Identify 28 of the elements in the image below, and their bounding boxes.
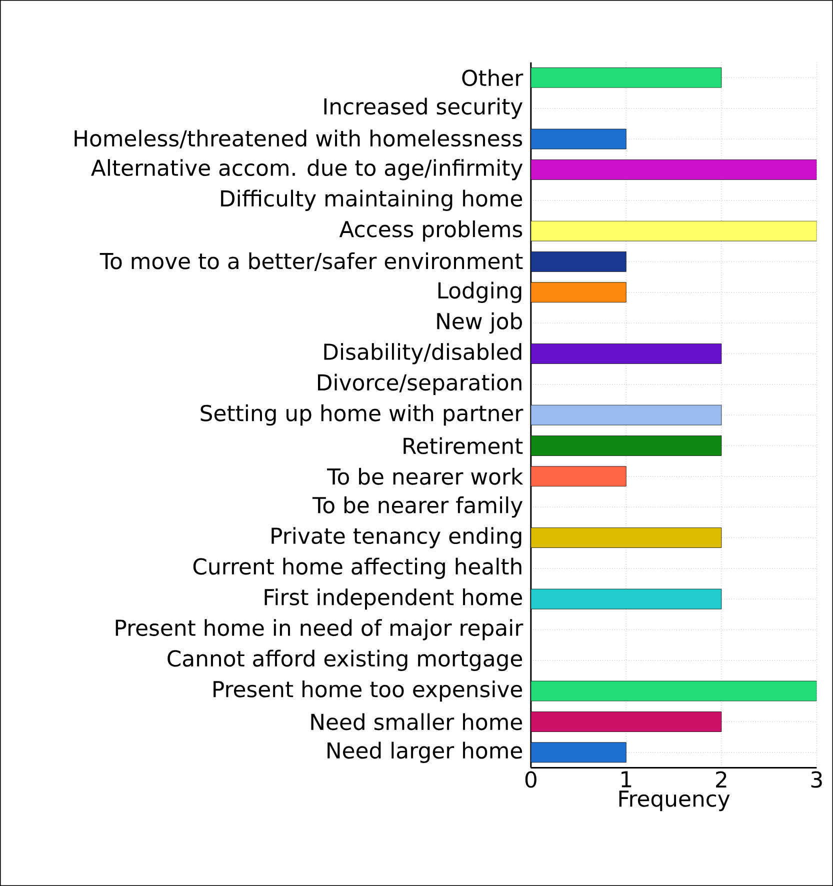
y-tick-label: To be nearer family xyxy=(312,496,522,518)
y-tick-label: Present home in need of major repair xyxy=(116,619,524,640)
y-tick-label: Private tenancy ending xyxy=(272,527,522,548)
y-tick-label: Current home affecting health xyxy=(193,558,522,579)
y-tick-label: Other xyxy=(462,69,524,86)
x-tick-label: 2 xyxy=(716,771,726,788)
y-tick-label: Homeless/threatened with homelessness xyxy=(74,130,522,148)
y-tick-label: Access problems xyxy=(339,220,522,242)
y-tick-label: Need smaller home xyxy=(311,713,522,730)
x-tick-label: 3 xyxy=(811,771,822,788)
y-tick-label: To be nearer work xyxy=(327,468,524,485)
y-tick-label: Cannot afford existing mortgage xyxy=(168,650,522,671)
x-tick-label: 0 xyxy=(525,771,536,788)
y-tick-label: Need larger home xyxy=(328,742,522,763)
y-tick-label: Increased security xyxy=(324,98,522,119)
x-tick-label: 1 xyxy=(622,771,632,788)
y-tick-label: Disability/disabled xyxy=(324,343,522,364)
x-axis-title: Frequency xyxy=(619,790,730,812)
y-tick-label: Difficulty maintaining home xyxy=(221,190,522,211)
y-tick-label: First independent home xyxy=(264,588,522,610)
y-tick-label: Lodging xyxy=(438,282,522,303)
y-tick-label: Retirement xyxy=(404,437,523,454)
y-tick-label: To move to a better/safer environment xyxy=(100,252,523,272)
y-tick-label: Alternative accom. due to age/infirmity xyxy=(91,159,523,180)
y-tick-label: Divorce/separation xyxy=(318,374,522,395)
y-tick-label: Present home too expensive xyxy=(214,680,522,702)
y-tick-label: New job xyxy=(437,312,522,334)
y-tick-label: Setting up home with partner xyxy=(200,404,524,426)
